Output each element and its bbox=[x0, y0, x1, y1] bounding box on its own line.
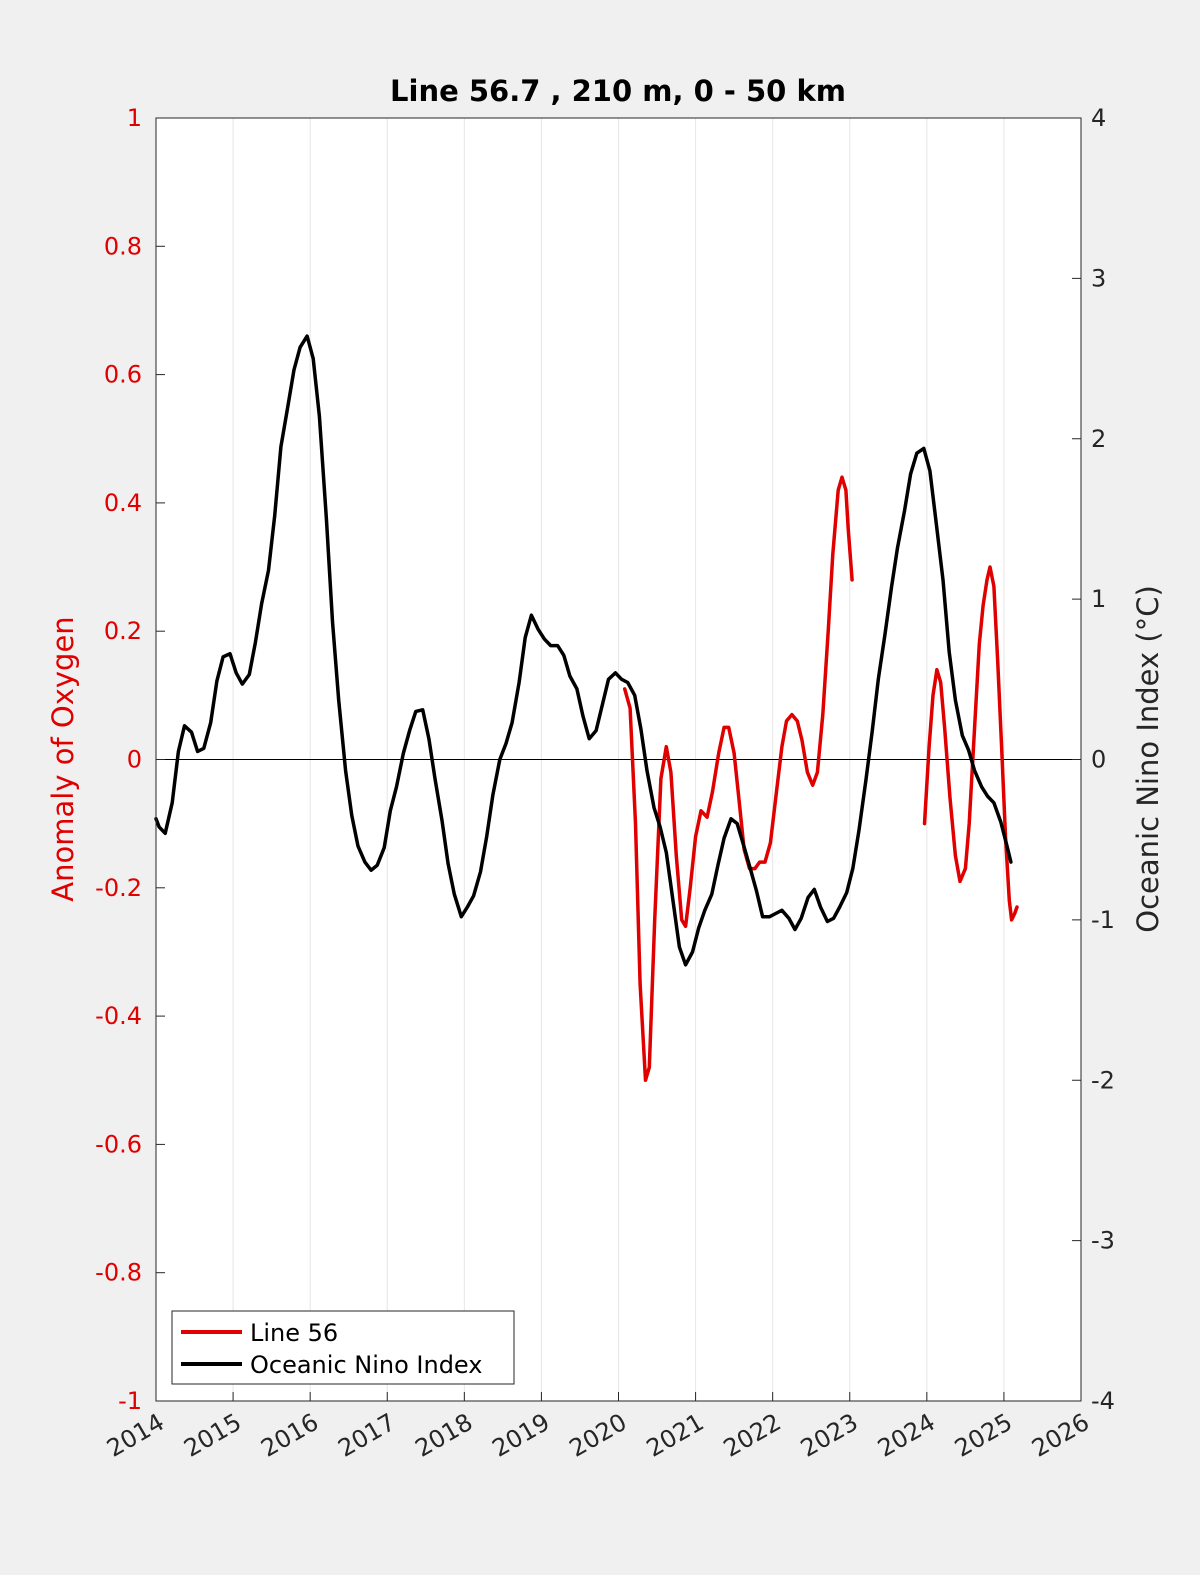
y-right-tick-label: -3 bbox=[1091, 1227, 1115, 1255]
y-right-tick-label: -4 bbox=[1091, 1387, 1115, 1415]
x-tick-label: 2022 bbox=[719, 1408, 786, 1463]
x-tick-label: 2014 bbox=[102, 1408, 169, 1463]
x-tick-label: 2016 bbox=[256, 1408, 323, 1463]
y-right-tick-label: -2 bbox=[1091, 1066, 1115, 1094]
x-tick-label: 2017 bbox=[333, 1408, 400, 1463]
right-y-axis: -4 -3 -2 -1 0 1 2 3 4 bbox=[1072, 104, 1115, 1415]
x-tick-label: 2018 bbox=[410, 1408, 477, 1463]
x-tick-label: 2026 bbox=[1027, 1408, 1094, 1463]
x-tick-label: 2021 bbox=[642, 1408, 709, 1463]
y-right-tick-label: 1 bbox=[1091, 585, 1106, 613]
y-left-tick-label: -0.4 bbox=[95, 1002, 142, 1030]
x-tick-label: 2015 bbox=[179, 1408, 246, 1463]
x-tick-label: 2023 bbox=[796, 1408, 863, 1463]
y-left-tick-label: -0.8 bbox=[95, 1259, 142, 1287]
x-axis: 2014 2015 2016 2017 2018 2019 2020 2021 2022 2023… bbox=[102, 1392, 1094, 1463]
oni-series-segment-0 bbox=[154, 334, 1013, 967]
y-right-tick-label: 3 bbox=[1091, 264, 1106, 292]
y-right-tick-label: 0 bbox=[1091, 746, 1106, 774]
y-left-tick-label: 0 bbox=[127, 746, 142, 774]
x-tick-label: 2019 bbox=[488, 1408, 555, 1463]
x-tick-label: 2025 bbox=[950, 1408, 1017, 1463]
y-left-tick-label: 0.4 bbox=[104, 489, 142, 517]
y-left-tick-label: -0.2 bbox=[95, 874, 142, 902]
y-left-tick-label: -1 bbox=[118, 1387, 142, 1415]
y-right-tick-label: 2 bbox=[1091, 425, 1106, 453]
right-axis-label: Oceanic Nino Index (°C) bbox=[1131, 585, 1165, 933]
chart-title: Line 56.7 , 210 m, 0 - 50 km bbox=[390, 74, 846, 108]
left-axis-label: Anomaly of Oxygen bbox=[46, 616, 80, 901]
series-lines bbox=[154, 334, 1019, 1083]
left-y-axis: -1 -0.8 -0.6 -0.4 -0.2 0 0.2 0.4 0.6 0.8 1 bbox=[95, 104, 165, 1415]
legend: Line 56 Oceanic Nino Index bbox=[171, 1310, 515, 1385]
x-tick-label: 2024 bbox=[873, 1408, 940, 1463]
legend-label-line56: Line 56 bbox=[250, 1319, 338, 1347]
x-tick-label: 2020 bbox=[565, 1408, 632, 1463]
y-left-tick-label: 1 bbox=[127, 104, 142, 132]
legend-label-oni: Oceanic Nino Index bbox=[250, 1351, 482, 1379]
y-left-tick-label: 0.2 bbox=[104, 617, 142, 645]
y-left-tick-label: -0.6 bbox=[95, 1130, 142, 1158]
y-left-tick-label: 0.6 bbox=[104, 361, 142, 389]
y-right-tick-label: 4 bbox=[1091, 104, 1106, 132]
line56-series-segment-0 bbox=[622, 475, 854, 1083]
legend-box bbox=[171, 1310, 515, 1385]
y-left-tick-label: 0.8 bbox=[104, 232, 142, 260]
y-right-tick-label: -1 bbox=[1091, 906, 1115, 934]
